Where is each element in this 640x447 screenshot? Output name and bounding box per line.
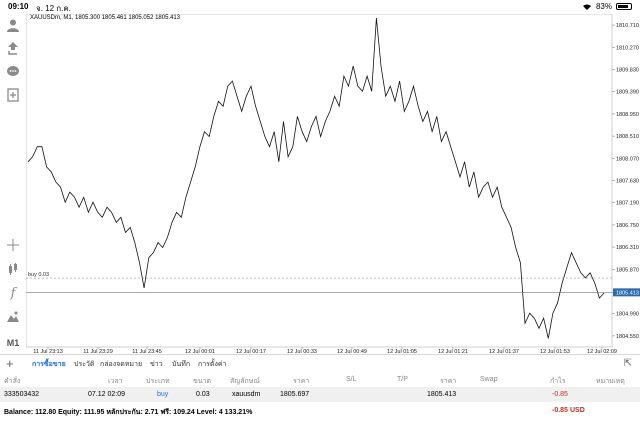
tab-journal[interactable]: บันทึก — [172, 361, 191, 368]
order-current-price: 1805.413 — [427, 391, 457, 398]
tab-mailbox[interactable]: กล่องจดหมาย — [100, 361, 143, 368]
col-profit: กำไร — [550, 378, 566, 385]
col-comment: หมายเหตุ — [596, 378, 625, 385]
y-tick-label: 1808.510 — [616, 134, 639, 140]
x-tick-label: 11 Jul 23:29 — [83, 349, 113, 354]
chart-canvas[interactable]: 1810.710 1810.270 1809.830 1809.390 1808.950… — [25, 13, 640, 355]
y-tick-label: 1806.750 — [616, 223, 639, 229]
col-size: ขนาด — [193, 378, 212, 385]
order-time: 07.12 02:09 — [88, 391, 125, 398]
y-tick-label: 1805.413 — [616, 290, 639, 296]
col-tp: T/P — [397, 376, 408, 383]
price-chart[interactable]: 1810.710 1810.270 1809.830 1809.390 1808.950… — [25, 13, 640, 355]
status-right: 83% — [582, 2, 632, 11]
summary-currency: USD — [570, 407, 585, 414]
chart-header: XAUUSDm, M1, 1805.300 1805.461 1805.052 … — [30, 15, 181, 21]
table-header-row: คำสั่ง เวลา ประเภท ขนาด สัญลักษณ์ ราคา S… — [0, 372, 640, 387]
y-tick-label: 1808.070 — [616, 156, 639, 162]
battery-percent: 83% — [595, 2, 612, 11]
x-tick-label: 12 Jul 00:49 — [337, 349, 367, 354]
y-tick-label: 1806.310 — [616, 245, 639, 251]
objects-icon[interactable] — [4, 308, 22, 326]
y-tick-label: 1810.710 — [616, 23, 639, 29]
col-swap: Swap — [480, 376, 498, 383]
crosshair-icon[interactable] — [4, 236, 22, 254]
quotes-arrows-icon[interactable] — [4, 39, 22, 57]
y-tick-label: 1810.270 — [616, 45, 639, 51]
order-type: buy — [157, 391, 169, 398]
col-current-price: ราคา — [440, 378, 457, 385]
chat-icon[interactable] — [4, 63, 22, 81]
x-tick-label: 11 Jul 23:45 — [132, 349, 162, 354]
tab-news[interactable]: ข่าว — [150, 361, 163, 368]
price-line — [27, 17, 605, 339]
x-tick-label: 12 Jul 01:53 — [540, 349, 570, 354]
battery-icon — [616, 3, 632, 10]
col-type: ประเภท — [146, 378, 170, 385]
x-tick-label: 11 Jul 23:13 — [33, 349, 63, 354]
order-id: 333503432 — [4, 391, 40, 398]
y-tick-label: 1809.390 — [616, 90, 639, 96]
col-time: เวลา — [108, 378, 123, 385]
col-price: ราคา — [293, 378, 310, 385]
x-tick-label: 12 Jul 00:01 — [185, 349, 215, 354]
status-time: 09:10 — [8, 2, 29, 11]
y-tick-label: 1805.870 — [616, 267, 639, 273]
order-size: 0.03 — [196, 391, 210, 398]
status-date: จ. 12 ก.ค. — [36, 4, 71, 13]
current-price-tag — [613, 288, 640, 297]
x-tick-label: 12 Jul 01:05 — [387, 349, 417, 354]
x-tick-label: 12 Jul 00:33 — [287, 349, 317, 354]
y-tick-label: 1804.990 — [616, 312, 639, 318]
order-price: 1805.697 — [280, 391, 310, 398]
col-order: คำสั่ง — [4, 378, 21, 385]
account-summary: Balance: 112.80 Equity: 111.95 หลักประกั… — [0, 404, 640, 419]
table-row[interactable]: 333503432 07.12 02:09 buy 0.03 xauusdm 1… — [0, 387, 640, 402]
wifi-icon — [582, 3, 591, 10]
x-tick-label: 12 Jul 02:09 — [587, 349, 617, 354]
y-tick-label: 1807.190 — [616, 201, 639, 207]
tab-history[interactable]: ประวัติ — [74, 361, 95, 368]
timeframe-button[interactable]: M1 — [6, 338, 20, 348]
col-symbol: สัญลักษณ์ — [230, 378, 260, 385]
y-tick-label: 1808.950 — [616, 112, 639, 118]
y-tick-label: 1804.550 — [616, 334, 639, 340]
y-tick-label: 1807.630 — [616, 179, 639, 185]
tab-trade[interactable]: การซื้อขาย — [32, 361, 66, 368]
buy-level-label: buy 0.03 — [28, 272, 49, 278]
x-tick-label: 12 Jul 00:17 — [236, 349, 266, 354]
bottom-tabs: + การซื้อขาย ประวัติ กล่องจดหมาย ข่าว บั… — [0, 354, 640, 373]
x-tick-label: 12 Jul 01:21 — [438, 349, 468, 354]
order-profit: -0.85 — [552, 391, 568, 398]
left-toolbar: f M1 — [0, 14, 26, 354]
x-tick-label: 12 Jul 01:37 — [489, 349, 519, 354]
account-icon[interactable] — [4, 16, 22, 34]
status-bar: 09:10 จ. 12 ก.ค. 83% — [0, 0, 640, 14]
candles-icon[interactable] — [4, 260, 22, 278]
summary-profit: -0.85 — [552, 407, 568, 414]
tab-settings[interactable]: การตั้งค่า — [198, 361, 227, 368]
expand-panel-icon[interactable]: ⇱ — [623, 358, 632, 369]
y-tick-label: 1809.830 — [616, 68, 639, 74]
add-icon[interactable]: + — [6, 356, 14, 371]
indicator-function-icon[interactable]: f — [10, 285, 16, 301]
order-symbol: xauusdm — [232, 391, 261, 398]
summary-text: Balance: 112.80 Equity: 111.95 หลักประกั… — [4, 409, 253, 416]
col-sl: S/L — [346, 376, 357, 383]
trade-table: คำสั่ง เวลา ประเภท ขนาด สัญลักษณ์ ราคา S… — [0, 372, 640, 402]
new-order-icon[interactable] — [4, 86, 22, 104]
